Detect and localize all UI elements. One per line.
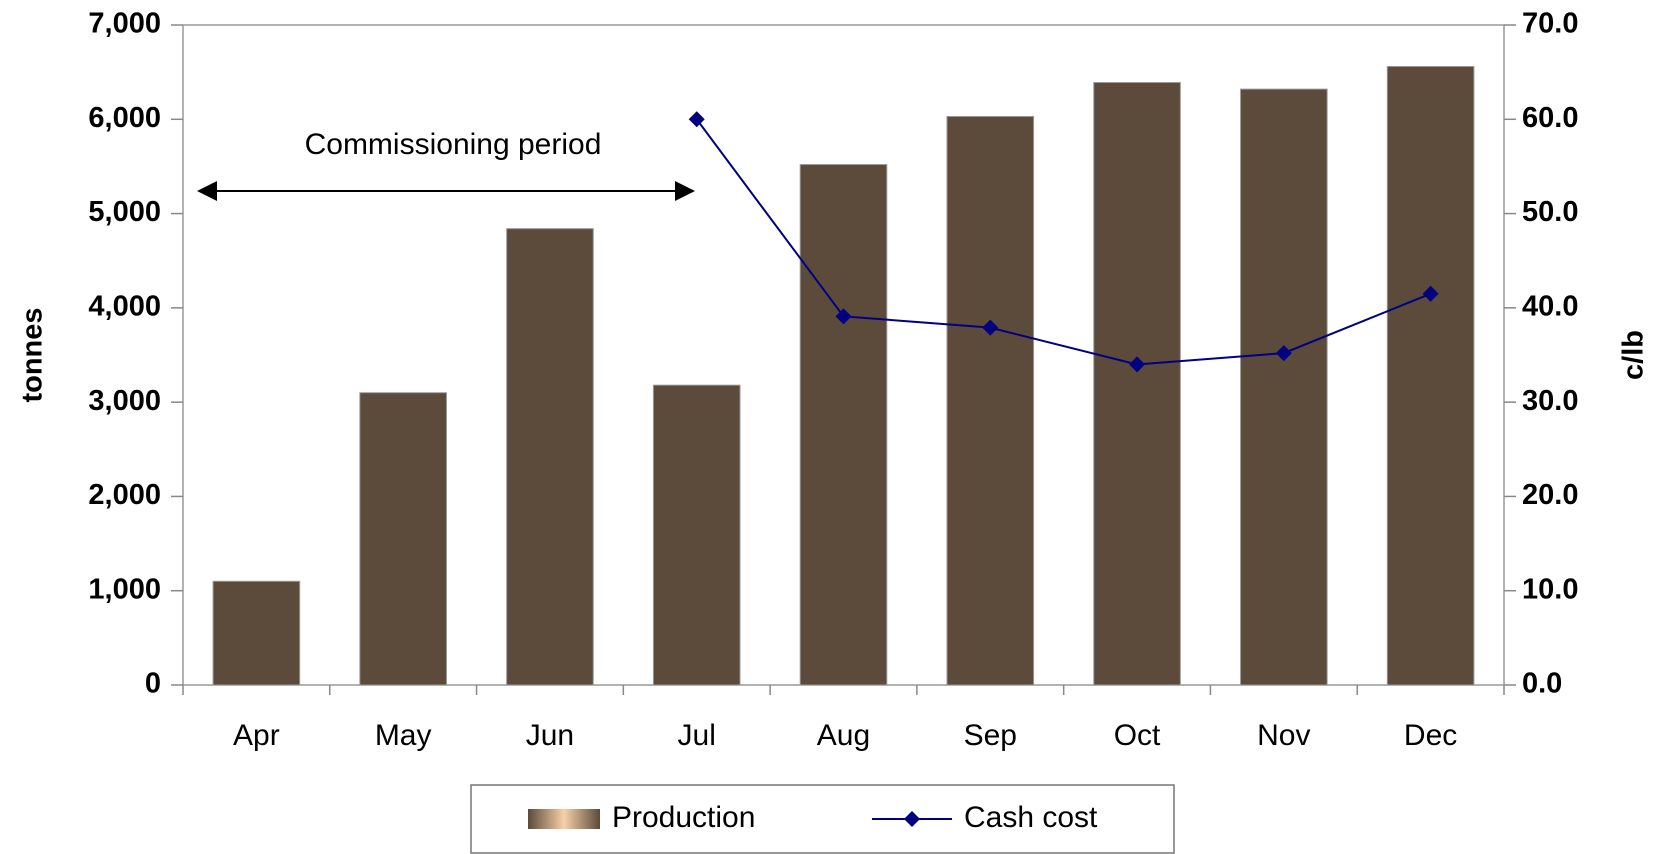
y-tick-label: 6,000 <box>88 102 161 134</box>
marker <box>835 308 852 325</box>
bar <box>1093 82 1181 686</box>
bar <box>799 164 888 686</box>
marker <box>1422 285 1439 302</box>
legend-marker <box>904 811 920 827</box>
y-tick-label: 5,000 <box>88 196 161 228</box>
bar <box>506 228 594 686</box>
x-tick-label: Nov <box>1257 719 1310 752</box>
x-tick-label: May <box>375 719 432 752</box>
y2-tick-label: 10.0 <box>1522 573 1578 605</box>
bar <box>359 392 447 686</box>
legend-box <box>470 784 1175 854</box>
bar <box>1240 88 1328 686</box>
y2-tick-label: 70.0 <box>1522 8 1578 40</box>
y-tick-label: 1,000 <box>88 573 161 605</box>
y-tick-label: 2,000 <box>88 479 161 511</box>
marker <box>1275 345 1292 362</box>
x-tick-label: Dec <box>1404 719 1457 752</box>
y2-tick-label: 30.0 <box>1522 385 1578 417</box>
x-tick-label: Oct <box>1114 719 1161 752</box>
marker <box>688 111 705 128</box>
y2-axis-title: c/lb <box>1618 330 1650 380</box>
bar <box>212 580 301 686</box>
x-tick-label: Jul <box>678 719 716 752</box>
x-tick-label: Sep <box>964 719 1017 752</box>
line <box>695 118 1431 366</box>
y-tick-label: 0 <box>145 668 161 700</box>
x-tick-label: Aug <box>817 719 870 752</box>
y2-tick-label: 20.0 <box>1522 479 1578 511</box>
bar <box>652 384 741 686</box>
y-tick-label: 3,000 <box>88 385 161 417</box>
annotation: Commissioning period <box>305 128 602 161</box>
marker <box>982 319 999 336</box>
legend-label: Cash cost <box>964 801 1098 834</box>
bar <box>1386 65 1475 686</box>
marker <box>1129 356 1146 373</box>
y2-tick-label: 60.0 <box>1522 102 1578 134</box>
legend-label: Production <box>612 801 755 834</box>
x-tick-label: Apr <box>233 719 280 752</box>
y2-tick-label: 50.0 <box>1522 196 1578 228</box>
bar <box>946 115 1035 686</box>
y-tick-label: 4,000 <box>88 291 161 323</box>
y2-tick-label: 0.0 <box>1522 668 1562 700</box>
x-tick-label: Jun <box>526 719 574 752</box>
legend-swatch <box>528 809 600 829</box>
y-tick-label: 7,000 <box>88 8 161 40</box>
y2-tick-label: 40.0 <box>1522 291 1578 323</box>
y-axis-title: tonnes <box>17 307 49 402</box>
